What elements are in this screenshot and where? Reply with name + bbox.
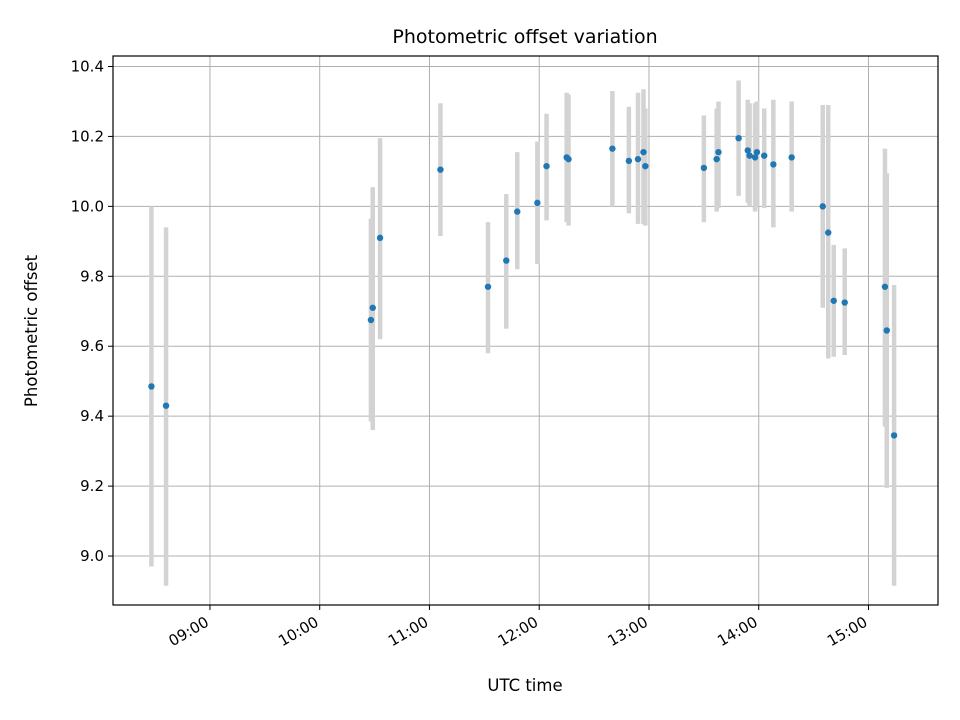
data-point [437, 166, 444, 173]
data-point [634, 155, 642, 163]
y-tick-label: 10.4 [71, 57, 104, 75]
y-tick-label: 10.2 [71, 127, 104, 145]
chart-title: Photometric offset variation [392, 26, 657, 48]
y-tick-label: 9.0 [80, 547, 104, 565]
data-point [640, 148, 647, 156]
data-point [543, 162, 550, 170]
data-point [367, 316, 375, 324]
data-point [735, 134, 742, 142]
data-point [819, 203, 826, 210]
data-point [534, 199, 541, 207]
y-tick-label: 9.8 [80, 267, 104, 285]
y-tick-label: 10.0 [71, 197, 104, 215]
data-point [484, 283, 492, 290]
y-tick-label: 9.4 [80, 407, 104, 425]
data-point [565, 155, 572, 163]
data-point [746, 152, 753, 159]
data-point [841, 299, 848, 306]
data-point [503, 257, 510, 264]
data-point [162, 402, 170, 409]
data-point [744, 147, 751, 154]
data-point [825, 229, 832, 236]
y-axis-label: Photometric offset [22, 254, 41, 407]
x-axis-label: UTC time [487, 676, 562, 695]
data-point [881, 283, 889, 290]
data-point [890, 432, 898, 439]
data-point [376, 234, 384, 242]
data-point [609, 145, 616, 152]
data-point [625, 157, 633, 165]
data-points [148, 134, 898, 439]
data-point [713, 155, 720, 163]
data-point [369, 304, 376, 311]
data-point [148, 383, 155, 390]
data-point [514, 208, 521, 215]
data-point [753, 148, 761, 156]
data-point [830, 297, 837, 304]
data-point [770, 161, 777, 168]
data-point [788, 154, 795, 161]
data-point [761, 152, 768, 159]
data-point [700, 164, 708, 172]
y-tick-label: 9.2 [80, 477, 104, 495]
data-point [642, 162, 649, 170]
data-point [751, 154, 759, 161]
data-point [883, 327, 890, 334]
plot-area-frame [112, 55, 939, 606]
y-tick-label: 9.6 [80, 337, 104, 355]
data-point [715, 148, 722, 156]
